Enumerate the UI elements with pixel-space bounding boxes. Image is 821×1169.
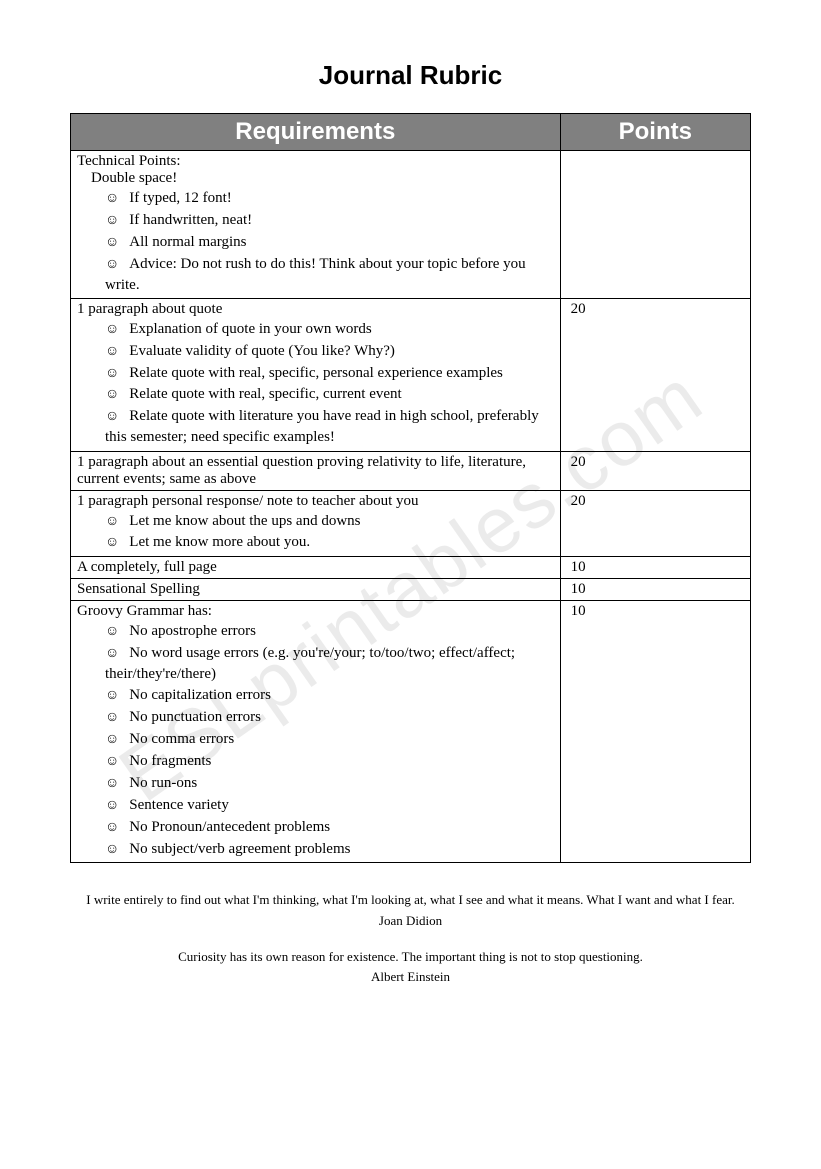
bullet-item: Explanation of quote in your own words [105, 319, 554, 340]
header-points: Points [560, 114, 750, 151]
bullet-item: Relate quote with literature you have re… [105, 406, 554, 447]
header-requirements: Requirements [71, 114, 561, 151]
table-row: 1 paragraph about an essential question … [71, 451, 751, 490]
bullet-item: Let me know about the ups and downs [105, 511, 554, 532]
bullet-list: Explanation of quote in your own words E… [77, 319, 554, 448]
bullet-item: Sentence variety [105, 795, 554, 816]
bullet-item: Advice: Do not rush to do this! Think ab… [105, 254, 554, 295]
bullet-item: Let me know more about you. [105, 532, 554, 553]
page-title: Journal Rubric [70, 60, 751, 91]
row-heading: Sensational Spelling [71, 579, 561, 601]
quote-author: Albert Einstein [70, 968, 751, 986]
bullet-item: No punctuation errors [105, 707, 554, 728]
table-row: 1 paragraph personal response/ note to t… [71, 490, 751, 557]
row-heading: 1 paragraph about an essential question … [71, 451, 561, 490]
table-row: A completely, full page 10 [71, 557, 751, 579]
row-points: 20 [560, 451, 750, 490]
table-row: Groovy Grammar has: No apostrophe errors… [71, 601, 751, 863]
bullet-item: No comma errors [105, 729, 554, 750]
row-points [560, 151, 750, 299]
bullet-item: No subject/verb agreement problems [105, 839, 554, 860]
bullet-item: No capitalization errors [105, 685, 554, 706]
quote-text: Curiosity has its own reason for existen… [70, 948, 751, 966]
row-heading: A completely, full page [71, 557, 561, 579]
table-row: 1 paragraph about quote Explanation of q… [71, 298, 751, 451]
bullet-item: Evaluate validity of quote (You like? Wh… [105, 341, 554, 362]
table-row: Technical Points: Double space! If typed… [71, 151, 751, 299]
bullet-item: No word usage errors (e.g. you're/your; … [105, 643, 554, 684]
row-heading: 1 paragraph personal response/ note to t… [77, 493, 554, 510]
table-row: Sensational Spelling 10 [71, 579, 751, 601]
row-points: 10 [560, 601, 750, 863]
row-points: 20 [560, 490, 750, 557]
bullet-list: If typed, 12 font! If handwritten, neat!… [77, 188, 554, 295]
row-points: 10 [560, 557, 750, 579]
bullet-list: Let me know about the ups and downs Let … [77, 511, 554, 554]
rubric-table: Requirements Points Technical Points: Do… [70, 113, 751, 863]
bullet-item: No run-ons [105, 773, 554, 794]
quote-text: I write entirely to find out what I'm th… [70, 891, 751, 909]
row-heading: Groovy Grammar has: [77, 603, 554, 620]
row-points: 20 [560, 298, 750, 451]
bullet-item: All normal margins [105, 232, 554, 253]
row-points: 10 [560, 579, 750, 601]
bullet-item: Relate quote with real, specific, curren… [105, 384, 554, 405]
bullet-item: No Pronoun/antecedent problems [105, 817, 554, 838]
quote-author: Joan Didion [70, 912, 751, 930]
bullet-item: If typed, 12 font! [105, 188, 554, 209]
bullet-item: No fragments [105, 751, 554, 772]
bullet-item: Relate quote with real, specific, person… [105, 363, 554, 384]
row-heading: 1 paragraph about quote [77, 301, 554, 318]
quotes-section: I write entirely to find out what I'm th… [70, 891, 751, 986]
header-row: Requirements Points [71, 114, 751, 151]
row-subheading: Double space! [77, 170, 554, 187]
bullet-list: No apostrophe errors No word usage error… [77, 621, 554, 859]
bullet-item: If handwritten, neat! [105, 210, 554, 231]
bullet-item: No apostrophe errors [105, 621, 554, 642]
row-heading: Technical Points: [77, 153, 554, 170]
